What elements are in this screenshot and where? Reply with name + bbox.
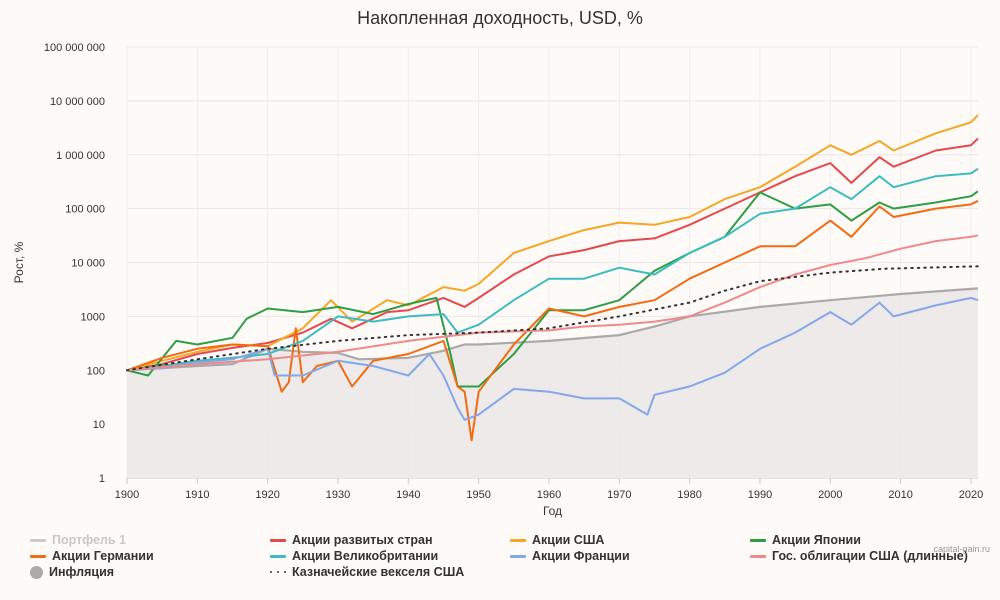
legend-label: Акции Германии: [52, 549, 154, 563]
legend-item[interactable]: Акции США: [510, 533, 604, 547]
legend-label: Казначейские векселя США: [292, 565, 465, 579]
legend-marker-dots: [270, 570, 286, 574]
legend-item[interactable]: Инфляция: [30, 565, 114, 579]
legend-marker-line: [510, 538, 526, 542]
legend-item[interactable]: Гос. облигации США (длинные): [750, 549, 968, 563]
x-tick-label: 1960: [537, 489, 561, 501]
series-line: [126, 167, 979, 372]
y-tick-label: 1: [99, 473, 105, 485]
x-tick-label: 1970: [607, 489, 631, 501]
x-tick-label: 1980: [677, 489, 701, 501]
x-tick-label: 1900: [115, 489, 139, 501]
legend-item[interactable]: Портфель 1: [30, 533, 126, 547]
x-tick-label: 1950: [466, 489, 490, 501]
legend-marker-line: [750, 554, 766, 558]
legend-marker-line: [750, 538, 766, 542]
x-tick-label: 2010: [888, 489, 912, 501]
y-tick-label: 1000: [81, 311, 105, 323]
chart-title: Накопленная доходность, USD, %: [357, 8, 643, 28]
y-tick-label: 100 000 000: [44, 42, 105, 54]
legend-marker-circle: [30, 565, 43, 579]
legend-label: Акции Японии: [772, 533, 861, 547]
y-tick-label: 10 000: [71, 258, 105, 270]
legend-marker-line: [30, 538, 46, 542]
legend-label: Портфель 1: [52, 533, 126, 547]
series-line: [126, 296, 979, 421]
legend-item[interactable]: Акции Японии: [750, 533, 861, 547]
x-tick-label: 1910: [185, 489, 209, 501]
series-area-inflation: [127, 288, 978, 478]
legend-item[interactable]: Акции Германии: [30, 549, 154, 563]
legend-marker-line: [510, 554, 526, 558]
series-line: [126, 190, 979, 388]
legend-label: Акции развитых стран: [292, 533, 433, 547]
y-tick-label: 100 000: [65, 204, 105, 216]
x-tick-label: 2020: [959, 489, 983, 501]
x-tick-label: 1920: [255, 489, 279, 501]
credit-label: capital-gain.ru: [933, 544, 990, 554]
series-line: [126, 234, 979, 372]
series-line: [126, 114, 979, 372]
legend-item[interactable]: Акции Великобритании: [270, 549, 438, 563]
legend-label: Акции США: [532, 533, 605, 547]
x-tick-label: 2000: [818, 489, 842, 501]
series-line: [126, 199, 979, 442]
y-tick-label: 10 000 000: [50, 96, 105, 108]
x-axis-title: Год: [543, 504, 562, 518]
legend-item[interactable]: Акции Франции: [510, 549, 630, 563]
legend-item[interactable]: Акции развитых стран: [270, 533, 433, 547]
series-line: [126, 137, 979, 372]
legend-marker-line: [30, 554, 46, 558]
y-tick-label: 10: [93, 419, 105, 431]
legend-label: Акции Великобритании: [292, 549, 439, 563]
y-tick-label: 100: [87, 365, 105, 377]
x-tick-label: 1940: [396, 489, 420, 501]
x-tick-label: 1990: [748, 489, 772, 501]
chart-canvas: 1 10 100 1000 10 000 100 000 1 000 000 10 000 0…: [12, 42, 983, 518]
legend-marker-line: [270, 538, 286, 542]
legend-item[interactable]: Казначейские векселя США: [270, 565, 464, 579]
series-line-tbills: [126, 265, 979, 372]
legend-label: Инфляция: [49, 565, 115, 579]
legend-label: Гос. облигации США (длинные): [772, 549, 968, 563]
legend-marker-line: [270, 554, 286, 558]
y-tick-label: 1 000 000: [56, 150, 105, 162]
x-tick-label: 1930: [326, 489, 350, 501]
y-axis-title: Рост, %: [12, 241, 26, 283]
legend-label: Акции Франции: [532, 549, 630, 563]
